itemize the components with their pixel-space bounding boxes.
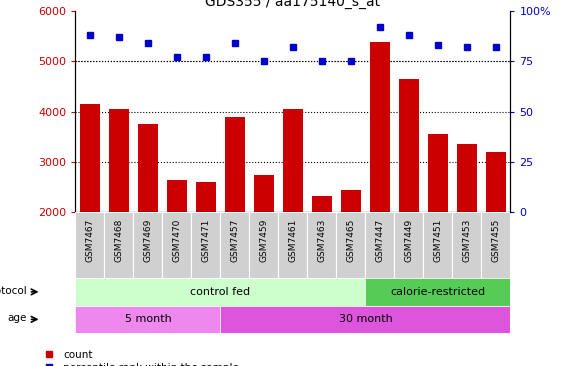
Bar [452, 212, 481, 278]
Text: age: age [7, 313, 27, 323]
Text: protocol: protocol [0, 285, 27, 295]
Text: GSM7469: GSM7469 [143, 219, 153, 262]
Bar [365, 212, 394, 278]
Bar [80, 104, 100, 313]
Bar [457, 144, 477, 313]
Bar [312, 196, 332, 313]
Text: GSM7455: GSM7455 [491, 219, 501, 262]
Bar [220, 306, 510, 333]
Text: GSM7463: GSM7463 [317, 219, 327, 262]
Bar [75, 278, 365, 306]
Bar [394, 212, 423, 278]
Text: control fed: control fed [190, 287, 251, 297]
Text: GSM7461: GSM7461 [288, 219, 298, 262]
Text: GSM7457: GSM7457 [230, 219, 240, 262]
Bar [196, 182, 216, 313]
Bar [254, 175, 274, 313]
Text: GSM7447: GSM7447 [375, 219, 385, 262]
Bar [162, 212, 191, 278]
Text: GSM7451: GSM7451 [433, 219, 443, 262]
Bar [428, 134, 448, 313]
Bar [278, 212, 307, 278]
Bar [370, 42, 390, 313]
Bar [75, 212, 104, 278]
Title: GDS355 / aa175140_s_at: GDS355 / aa175140_s_at [205, 0, 380, 8]
Text: GSM7468: GSM7468 [114, 219, 124, 262]
Bar [283, 109, 303, 313]
Bar [341, 190, 361, 313]
Bar [423, 212, 452, 278]
Bar [249, 212, 278, 278]
Text: 30 month: 30 month [339, 314, 392, 324]
Legend: count, percentile rank within the sample: count, percentile rank within the sample [34, 346, 244, 366]
Text: GSM7470: GSM7470 [172, 219, 182, 262]
Bar [399, 79, 419, 313]
Bar [225, 117, 245, 313]
Bar [109, 109, 129, 313]
Bar [104, 212, 133, 278]
Bar [191, 212, 220, 278]
Bar [486, 152, 506, 313]
Bar [138, 124, 158, 313]
Bar [307, 212, 336, 278]
Bar [167, 180, 187, 313]
Text: GSM7465: GSM7465 [346, 219, 356, 262]
Text: GSM7467: GSM7467 [85, 219, 95, 262]
Bar [220, 212, 249, 278]
Text: calorie-restricted: calorie-restricted [390, 287, 485, 297]
Bar [133, 212, 162, 278]
Text: 5 month: 5 month [125, 314, 171, 324]
Bar [481, 212, 510, 278]
Text: GSM7459: GSM7459 [259, 219, 269, 262]
Text: GSM7471: GSM7471 [201, 219, 211, 262]
Text: GSM7453: GSM7453 [462, 219, 472, 262]
Text: GSM7449: GSM7449 [404, 219, 414, 262]
Bar [336, 212, 365, 278]
Bar [365, 278, 510, 306]
Bar [75, 306, 220, 333]
